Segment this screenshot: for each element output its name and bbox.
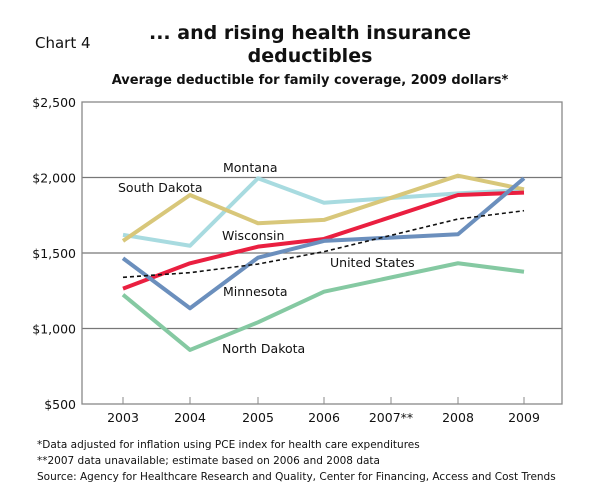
series-label-minnesota: Minnesota bbox=[223, 284, 288, 299]
plot-frame bbox=[81, 101, 563, 405]
chart-subtitle: Average deductible for family coverage, … bbox=[111, 73, 509, 88]
x-tick-label: 2004 bbox=[174, 410, 206, 425]
series-label-south-dakota: South Dakota bbox=[118, 180, 203, 195]
x-tick-label: 2003 bbox=[107, 410, 139, 425]
footnote-source: Source: Agency for Healthcare Research a… bbox=[37, 471, 556, 483]
series-line-minnesota bbox=[121, 176, 526, 311]
series-label-wisconsin: Wisconsin bbox=[222, 228, 284, 243]
y-tick-label: $1,000 bbox=[32, 322, 76, 337]
footnote-2007: **2007 data unavailable; estimate based … bbox=[37, 455, 380, 467]
x-tick-label: 2007** bbox=[369, 410, 413, 425]
series-label-north-dakota: North Dakota bbox=[222, 341, 305, 356]
chart-number: Chart 4 bbox=[35, 34, 91, 52]
x-tick-label: 2006 bbox=[308, 410, 340, 425]
x-tick-label: 2008 bbox=[442, 410, 474, 425]
chart-title: ... and rising health insurance deductib… bbox=[149, 22, 471, 67]
y-tick-label: $500 bbox=[44, 397, 76, 412]
series-label-montana: Montana bbox=[223, 160, 278, 175]
series-line-south-dakota bbox=[121, 173, 525, 243]
x-tick-label: 2005 bbox=[242, 410, 274, 425]
series-line-north-dakota bbox=[121, 261, 525, 352]
footnote-inflation: *Data adjusted for inflation using PCE i… bbox=[37, 439, 420, 451]
y-tick-label: $2,500 bbox=[32, 95, 76, 110]
series-label-united-states: United States bbox=[330, 255, 415, 270]
y-tick-label: $2,000 bbox=[32, 171, 76, 186]
series-line-wisconsin bbox=[122, 190, 525, 291]
x-tick-label: 2009 bbox=[508, 410, 540, 425]
series-line-united-states bbox=[122, 209, 525, 279]
y-tick-label: $1,500 bbox=[32, 246, 76, 261]
